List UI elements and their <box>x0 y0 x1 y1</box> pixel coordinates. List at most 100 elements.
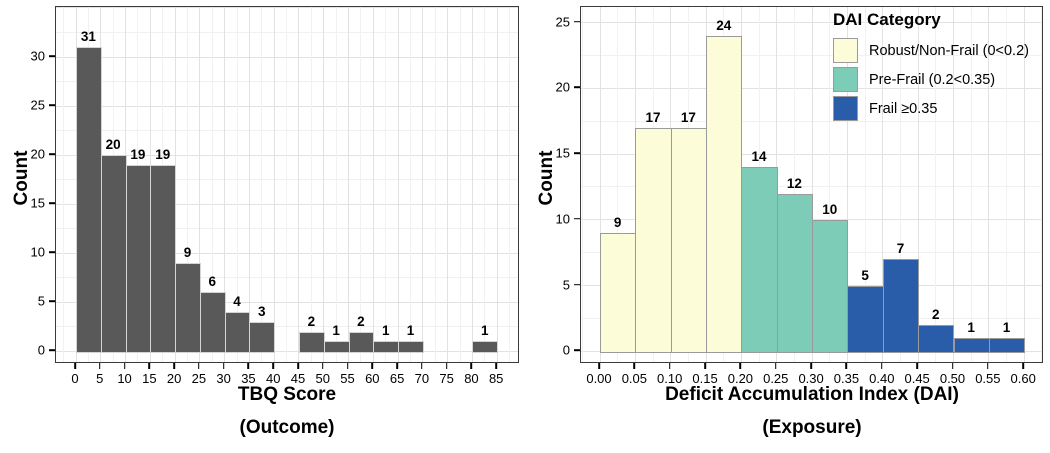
histogram-bar <box>472 341 499 354</box>
gridline <box>335 7 337 362</box>
x-tick-label: 55 <box>340 371 355 386</box>
histogram-bar <box>953 338 990 354</box>
legend-swatch-robust-icon <box>833 38 858 63</box>
histogram-bar <box>882 259 920 354</box>
x-tick-label: 50 <box>315 371 330 386</box>
bar-value-label: 9 <box>183 244 192 260</box>
x-tick-label: 35 <box>241 371 256 386</box>
x-tick-mark <box>74 363 76 369</box>
gridline <box>846 7 848 362</box>
gridline <box>422 7 424 362</box>
y-tick-mark <box>574 86 580 89</box>
gridline <box>581 55 1042 57</box>
histogram-bar <box>847 285 884 354</box>
y-tick-label: 15 <box>555 145 570 161</box>
gridline <box>581 153 1042 155</box>
gridline <box>372 7 374 362</box>
gridline <box>186 7 188 362</box>
x-tick-label: 85 <box>488 371 504 386</box>
gridline <box>484 7 486 362</box>
x-tick-label: 45 <box>290 371 306 386</box>
bar-value-label: 1 <box>1002 320 1011 336</box>
x-tick-mark <box>98 363 101 369</box>
x-tick-mark <box>297 363 299 369</box>
gridline <box>617 7 619 362</box>
x-tick-mark <box>810 363 812 369</box>
x-tick-label: 0.45 <box>904 371 930 386</box>
x-axis-subtitle: (Exposure) <box>762 417 862 438</box>
y-tick-label: 15 <box>30 195 45 211</box>
legend-item-frail: Frail ≥0.35 <box>833 96 1029 121</box>
gridline <box>793 7 795 362</box>
plot-panel: 31 20 19 19 9 6 4 3 2 1 2 1 1 1 <box>55 6 519 363</box>
y-tick-label: 5 <box>562 277 570 292</box>
x-tick-mark <box>173 363 175 369</box>
bar-value-label: 1 <box>481 323 489 339</box>
bar-value-label: 1 <box>967 320 975 336</box>
x-tick-mark <box>371 363 374 369</box>
y-tick-mark <box>574 218 580 220</box>
bar-value-label: 5 <box>861 267 869 283</box>
y-tick-label: 20 <box>555 79 570 95</box>
bar-value-label: 6 <box>208 274 217 290</box>
x-tick-mark <box>470 363 473 369</box>
y-tick-label: 25 <box>555 14 570 30</box>
gridline <box>917 7 919 362</box>
bar-value-label: 14 <box>751 149 767 165</box>
x-tick-label: 0.20 <box>727 371 754 386</box>
gridline <box>811 7 813 362</box>
x-tick-label: 0.30 <box>798 371 824 386</box>
x-tick-mark <box>739 363 742 369</box>
legend-swatch-frail-icon <box>833 96 858 121</box>
gridline <box>224 7 226 362</box>
legend-title: DAI Category <box>833 10 941 29</box>
histogram-bar <box>918 324 955 354</box>
gridline <box>63 7 65 362</box>
bar-value-label: 2 <box>357 313 365 329</box>
x-tick-mark <box>495 363 497 369</box>
gridline <box>447 7 449 362</box>
histogram-bar <box>175 262 201 354</box>
gridline <box>829 7 831 362</box>
y-tick-mark <box>49 55 55 57</box>
x-tick-label: 0.10 <box>657 371 683 386</box>
x-tick-label: 30 <box>216 371 231 386</box>
gridline <box>360 7 362 362</box>
histogram-bar <box>298 331 325 354</box>
gridline <box>581 120 1042 122</box>
x-tick-mark <box>774 363 777 369</box>
y-tick-mark <box>49 300 55 302</box>
y-tick-label: 20 <box>30 146 45 162</box>
y-tick-label: 5 <box>37 293 45 309</box>
x-tick-label: 25 <box>191 371 207 386</box>
bar-value-label: 9 <box>613 214 622 230</box>
x-tick-label: 65 <box>389 371 405 386</box>
x-axis-title: TBQ Score <box>237 384 337 405</box>
x-tick-label: 0.35 <box>833 371 860 386</box>
x-axis-title: Deficit Accumulation Index (DAI) <box>665 384 959 405</box>
x-tick-mark <box>598 363 600 369</box>
plot-panel: 9 17 17 24 14 12 10 5 7 2 1 1 <box>580 6 1043 363</box>
gridline <box>1041 7 1042 362</box>
x-tick-label: 0.05 <box>621 371 647 386</box>
gridline <box>397 7 399 362</box>
y-tick-label: 0 <box>562 342 570 358</box>
x-tick-label: 0.60 <box>1010 371 1036 386</box>
x-tick-label: 70 <box>414 371 430 386</box>
histogram-bar <box>670 127 708 354</box>
histogram-bar <box>348 331 375 354</box>
gridline <box>236 7 238 362</box>
gridline <box>199 7 201 362</box>
histogram-bar <box>373 341 400 354</box>
bar-value-label: 24 <box>716 17 732 33</box>
histogram-bar <box>988 338 1026 354</box>
x-tick-mark <box>148 363 151 369</box>
gridline <box>409 7 411 362</box>
x-tick-mark <box>704 363 706 369</box>
histogram-bar <box>249 321 276 354</box>
x-tick-mark <box>951 363 954 369</box>
bar-value-label: 17 <box>645 109 661 125</box>
x-tick-mark <box>668 363 671 369</box>
gridline <box>1023 7 1025 362</box>
bar-value-label: 1 <box>406 323 415 339</box>
